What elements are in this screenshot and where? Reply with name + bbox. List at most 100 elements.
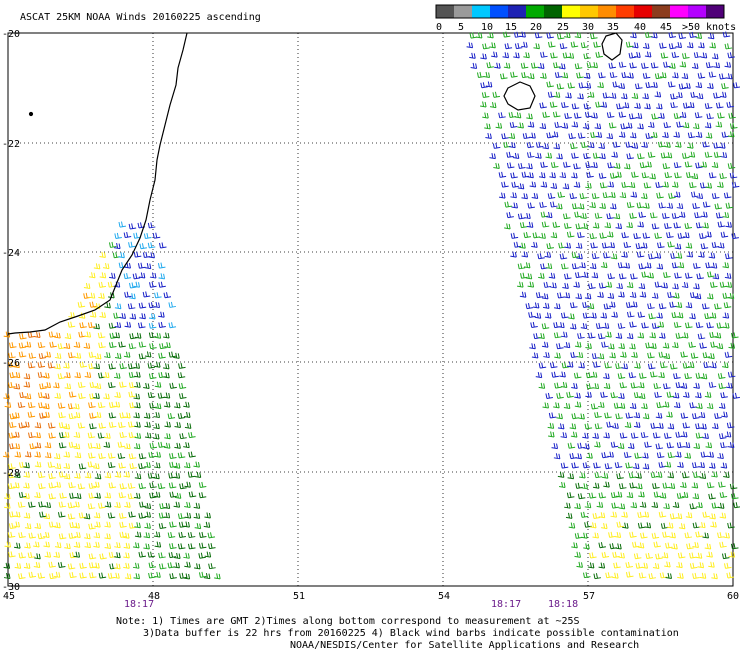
wind-barb <box>483 71 491 79</box>
wind-barb <box>718 142 726 149</box>
wind-barb <box>695 432 704 439</box>
wind-barb <box>88 272 96 279</box>
wind-barb <box>592 152 601 159</box>
wind-barb <box>559 63 566 70</box>
wind-barb <box>128 223 137 230</box>
wind-barb <box>623 241 632 248</box>
wind-barb <box>631 351 638 358</box>
wind-barb <box>568 522 576 529</box>
wind-barb <box>662 342 670 349</box>
wind-barb <box>37 392 46 399</box>
wind-barb <box>667 423 675 430</box>
wind-barb <box>602 322 610 329</box>
wind-barb <box>634 51 641 58</box>
wind-barb <box>621 251 628 258</box>
wind-barb <box>550 282 557 289</box>
wind-barb <box>612 551 620 558</box>
wind-barb <box>654 281 663 288</box>
wind-barb <box>123 351 131 358</box>
wind-barb <box>178 531 186 539</box>
wind-barb <box>721 82 729 90</box>
wind-barb <box>645 161 652 168</box>
wind-barb <box>588 332 596 339</box>
wind-barb <box>598 282 607 289</box>
wind-barb <box>584 423 593 430</box>
wind-barb <box>662 131 669 138</box>
wind-barb <box>133 412 140 419</box>
wind-barb <box>54 463 62 470</box>
wind-barb <box>629 212 637 219</box>
wind-barb <box>574 392 581 399</box>
wind-barb <box>521 72 529 79</box>
wind-barb <box>573 281 580 288</box>
wind-barb <box>93 463 100 470</box>
colorbar-swatch <box>562 5 581 18</box>
wind-barb <box>144 432 152 439</box>
wind-barb <box>88 292 96 299</box>
wind-barb <box>692 123 700 130</box>
wind-barb <box>659 42 667 49</box>
wind-barb <box>58 501 67 508</box>
wind-barb <box>676 312 684 319</box>
wind-barb <box>44 551 52 558</box>
wind-barb <box>550 52 558 59</box>
wind-barb <box>13 383 21 390</box>
wind-barb <box>680 412 689 419</box>
wind-barb <box>134 473 142 480</box>
wind-barb <box>547 422 555 429</box>
wind-barb <box>597 401 605 408</box>
wind-barb <box>549 101 558 108</box>
wind-barb <box>630 432 639 439</box>
wind-barb <box>642 463 650 470</box>
wind-barb <box>148 373 157 380</box>
wind-barb <box>14 542 21 549</box>
wind-barb <box>183 411 191 418</box>
wind-barb <box>179 433 187 440</box>
wind-barb <box>114 242 121 250</box>
wind-barb <box>561 362 570 369</box>
wind-barb <box>699 522 706 529</box>
wind-barb <box>651 113 659 120</box>
wind-barb <box>510 71 518 78</box>
wind-barb <box>620 351 627 358</box>
wind-barb <box>676 121 684 128</box>
wind-barb <box>8 361 16 368</box>
wind-barb <box>27 402 36 409</box>
wind-barb <box>114 542 121 549</box>
wind-barb <box>668 43 677 50</box>
wind-barb <box>173 501 181 508</box>
wind-barb <box>64 333 72 340</box>
wind-barb <box>638 572 647 579</box>
wind-barb <box>695 552 703 559</box>
wind-barb <box>564 502 571 509</box>
wind-barb <box>670 102 678 109</box>
wind-barb <box>558 322 565 329</box>
wind-barb <box>557 471 565 478</box>
wind-barb <box>598 72 606 79</box>
wind-barb <box>169 491 177 498</box>
wind-barb <box>620 123 628 130</box>
wind-barb <box>709 513 716 520</box>
wind-barb <box>8 551 16 558</box>
wind-barb <box>594 472 603 479</box>
wind-barb <box>590 312 597 319</box>
wind-barb <box>626 492 634 499</box>
wind-barb <box>634 102 641 109</box>
wind-barb <box>208 563 216 570</box>
wind-barb <box>626 201 635 209</box>
wind-barb <box>127 482 136 489</box>
wind-barb <box>510 192 517 199</box>
wind-barb <box>491 51 498 58</box>
wind-barb <box>690 191 699 198</box>
wind-barb <box>134 421 141 428</box>
chart-title: ASCAT 25KM NOAA Winds 20160225 ascending <box>20 12 261 23</box>
wind-barb <box>119 531 127 538</box>
wind-barb <box>174 421 182 428</box>
wind-barb <box>54 522 61 529</box>
wind-barb <box>627 72 634 79</box>
wind-barb <box>601 551 610 559</box>
wind-barb <box>94 382 102 390</box>
wind-barb <box>637 123 644 130</box>
wind-barb <box>513 241 522 248</box>
wind-barb <box>119 381 127 388</box>
